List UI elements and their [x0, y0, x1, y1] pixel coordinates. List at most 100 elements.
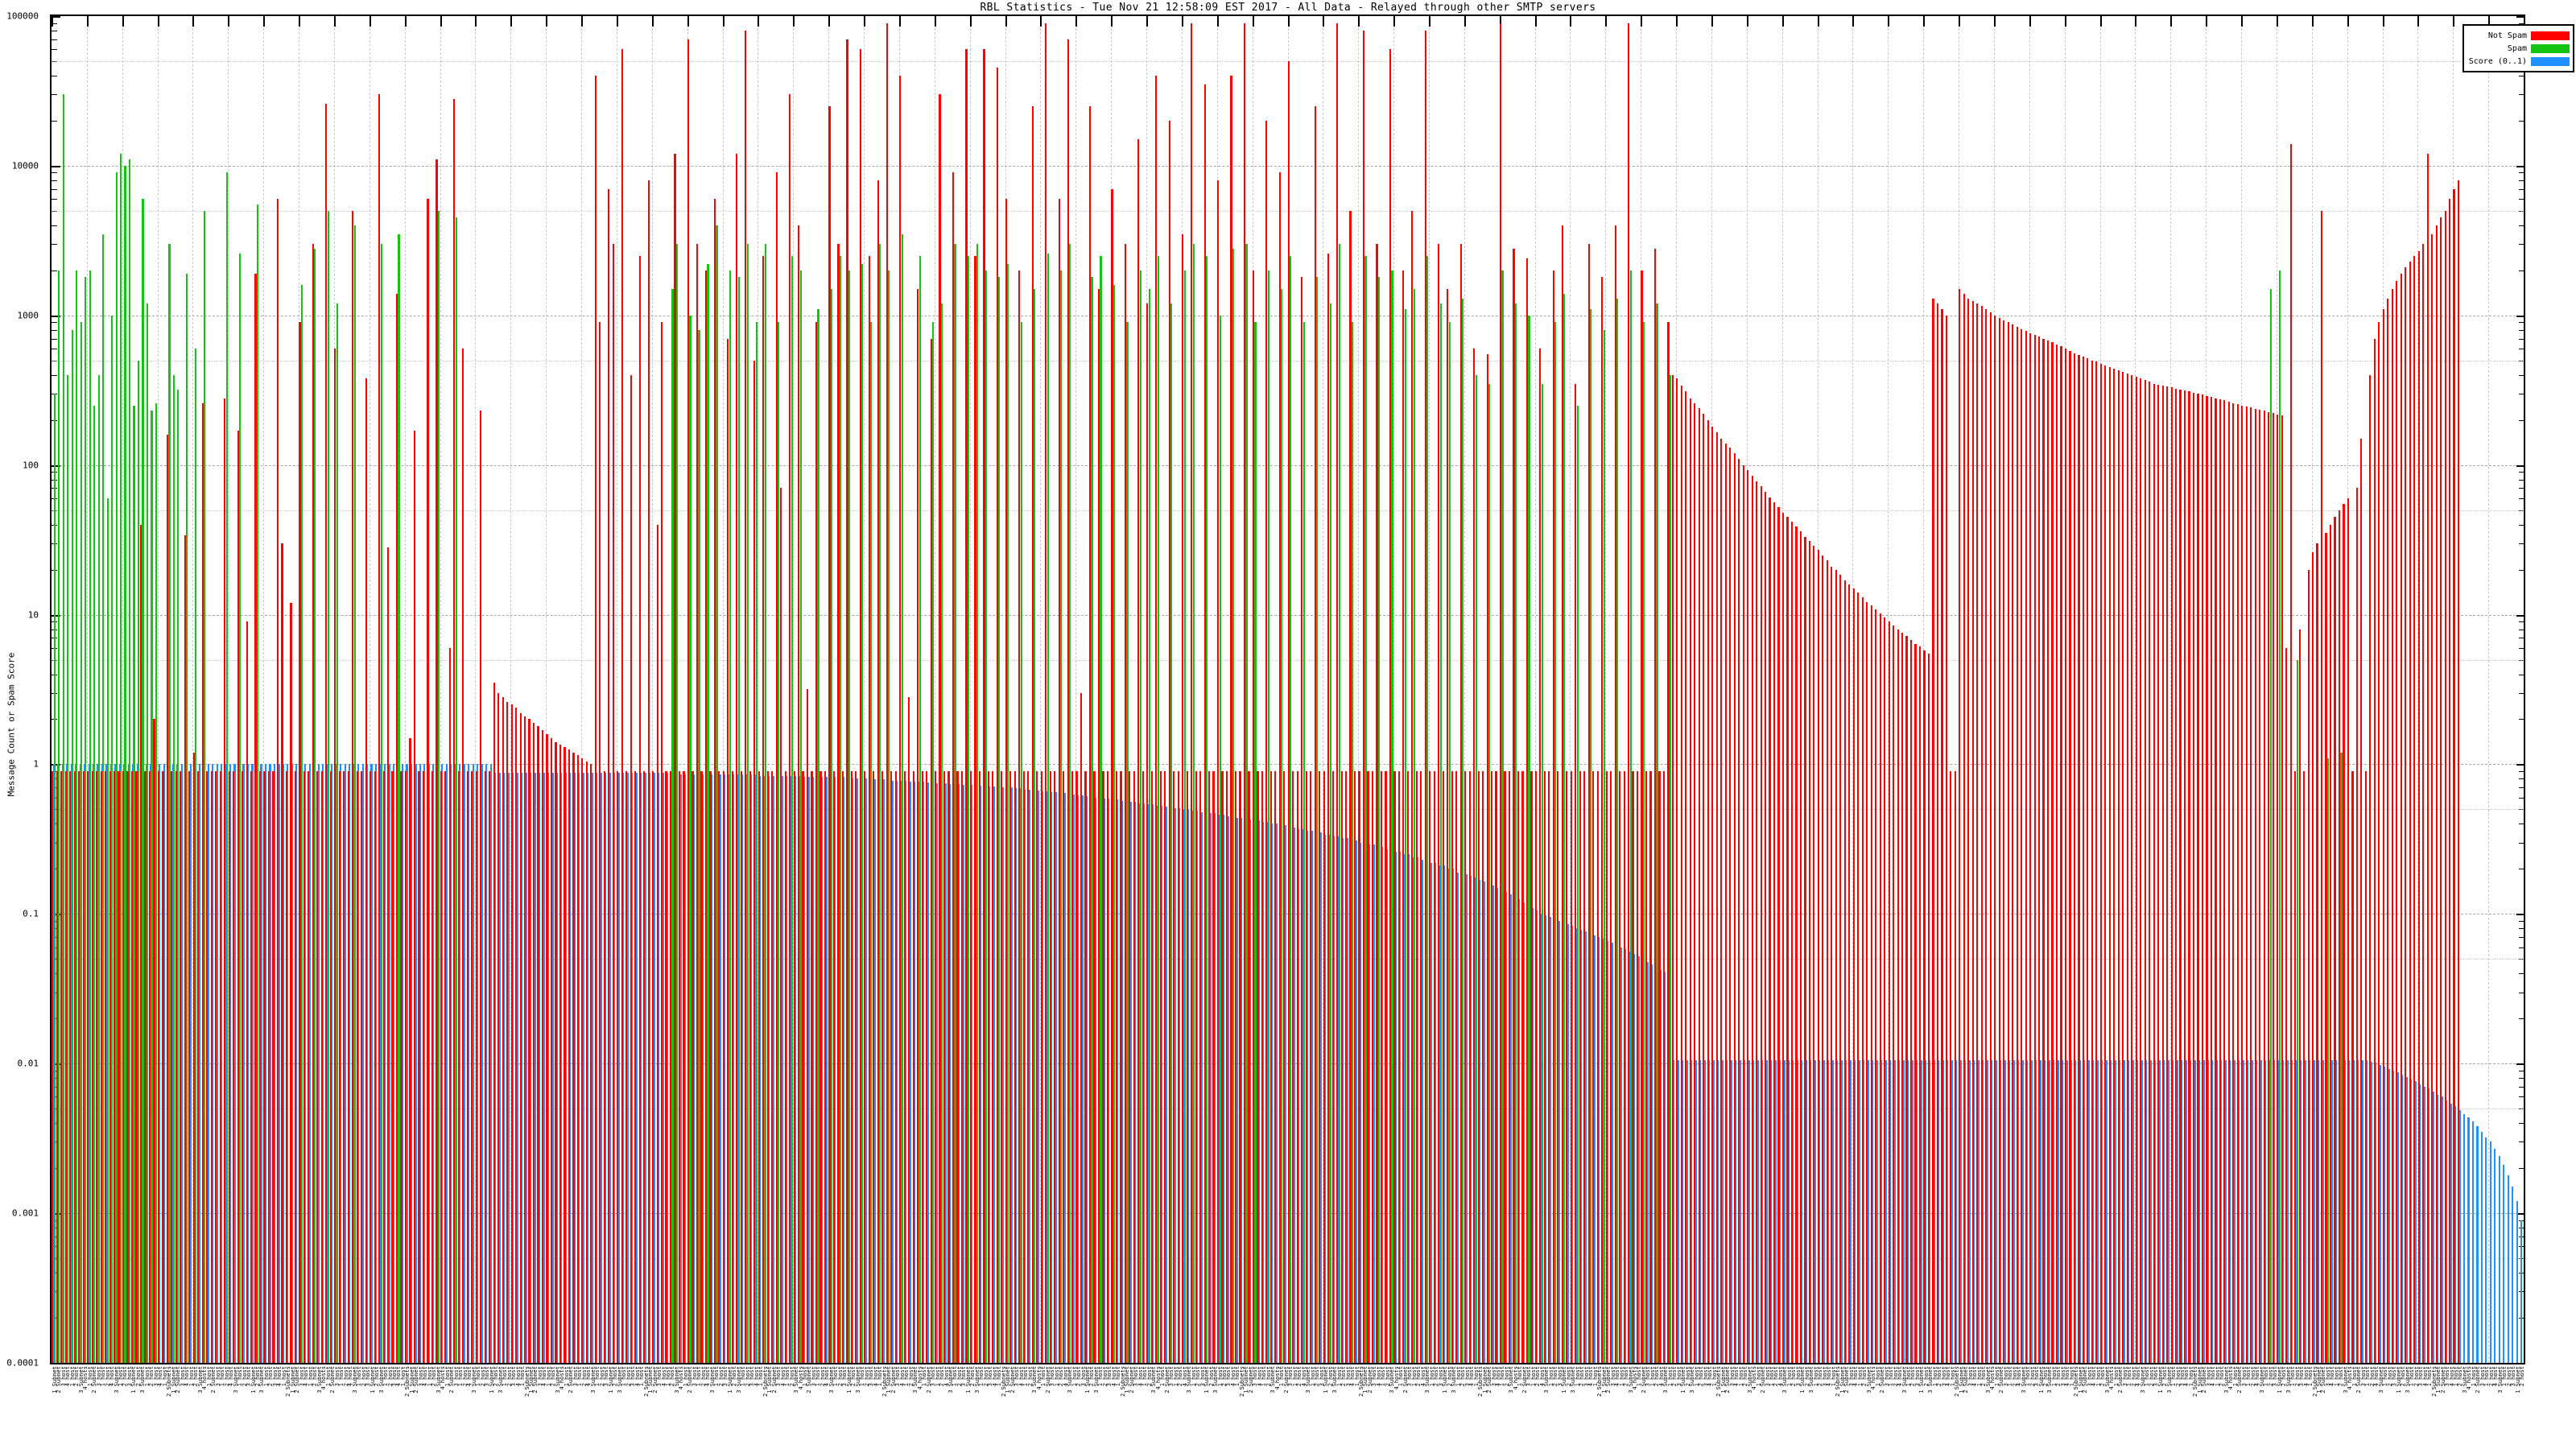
bar-not-spam — [2078, 354, 2080, 1363]
bar-score — [1037, 790, 1039, 1363]
legend-item-score[interactable]: Score (0..1) — [2469, 56, 2570, 67]
x-axis-tick — [546, 16, 548, 27]
y-axis-minor-tick — [52, 120, 57, 122]
y-axis-minor-tick-right — [2519, 920, 2524, 922]
bar-score — [1501, 890, 1503, 1363]
plot-area — [50, 14, 2525, 1364]
bar-score — [2070, 1060, 2072, 1363]
x-axis-tick — [2311, 16, 2314, 27]
bar-score — [282, 764, 284, 1363]
bar-not-spam — [2166, 386, 2169, 1363]
bar-not-spam — [1645, 770, 1648, 1363]
bar-not-spam — [2153, 383, 2155, 1363]
bar-score — [445, 764, 448, 1363]
bar-score — [1081, 795, 1084, 1363]
bar-score — [2242, 1060, 2244, 1363]
bar-not-spam — [1186, 770, 1188, 1363]
bar-score — [2450, 1103, 2452, 1363]
x-axis-tick — [440, 16, 442, 27]
x-axis-tick — [1111, 16, 1113, 27]
bar-not-spam — [2042, 338, 2045, 1363]
bar-score — [2361, 1060, 2363, 1363]
y-axis-tick — [52, 464, 60, 467]
bar-score — [1827, 1060, 1830, 1363]
bar-spam — [839, 255, 842, 1363]
bar-not-spam — [1857, 592, 1860, 1363]
bar-score — [1249, 819, 1251, 1363]
x-axis-tick — [2453, 16, 2455, 27]
bar-score — [1598, 937, 1600, 1363]
bar-not-spam — [2259, 410, 2261, 1363]
bar-not-spam — [969, 770, 972, 1363]
grid-line-vertical — [651, 16, 653, 1363]
bar-not-spam — [1795, 526, 1798, 1363]
bar-not-spam — [1897, 629, 1899, 1363]
bar-not-spam — [1720, 438, 1723, 1363]
y-axis-minor-tick-right — [2519, 497, 2524, 499]
y-axis-tick — [52, 1063, 60, 1066]
bar-score — [2123, 1060, 2125, 1363]
bar-score — [1889, 1060, 1892, 1363]
bar-not-spam — [802, 770, 804, 1363]
bar-score — [1435, 862, 1437, 1363]
bar-score — [2136, 1060, 2139, 1363]
grid-line-vertical — [864, 16, 865, 1363]
y-axis-label: 1000 — [17, 310, 39, 321]
bar-not-spam — [180, 770, 182, 1363]
y-axis-minor-tick-right — [2519, 270, 2524, 271]
bar-score — [2498, 1156, 2500, 1363]
bar-spam — [1281, 289, 1283, 1363]
y-axis-minor-tick-right — [2519, 244, 2524, 246]
bar-score — [1051, 792, 1053, 1363]
y-axis-minor-tick — [52, 172, 57, 174]
bar-not-spam — [1141, 770, 1144, 1363]
legend-item-not-spam[interactable]: Not Spam — [2469, 30, 2570, 41]
bar-score — [2017, 1060, 2020, 1363]
bar-score — [2000, 1060, 2002, 1363]
bar-not-spam — [2405, 266, 2407, 1363]
bar-score — [2410, 1080, 2413, 1363]
bar-not-spam — [1155, 75, 1158, 1363]
bar-score — [216, 764, 218, 1363]
y-axis-minor-tick-right — [2519, 928, 2524, 930]
bar-score — [481, 764, 483, 1363]
bar-not-spam — [1525, 258, 1529, 1363]
bar-score — [1668, 973, 1670, 1363]
bar-not-spam — [2126, 373, 2128, 1363]
bar-score — [2119, 1060, 2121, 1363]
bar-spam — [1170, 303, 1173, 1363]
bar-not-spam — [1438, 244, 1440, 1363]
legend-item-spam[interactable]: Spam — [2469, 43, 2570, 54]
bar-not-spam — [1486, 354, 1488, 1363]
bar-not-spam — [1319, 770, 1321, 1363]
bar-not-spam — [113, 770, 116, 1363]
bar-not-spam — [1168, 120, 1170, 1363]
bar-score — [1783, 1060, 1785, 1363]
bar-spam — [1616, 298, 1619, 1363]
bar-spam — [353, 225, 356, 1363]
bar-score — [340, 764, 342, 1363]
bar-not-spam — [1998, 318, 2000, 1363]
bar-score — [551, 772, 554, 1363]
bar-score — [427, 764, 430, 1363]
bar-score — [2348, 1060, 2351, 1363]
bar-spam — [2326, 758, 2330, 1363]
bar-score — [2454, 1106, 2457, 1363]
y-axis-minor-tick-right — [2519, 322, 2524, 324]
bar-score — [1584, 931, 1587, 1363]
bar-not-spam — [2060, 346, 2062, 1363]
bar-score — [423, 764, 426, 1363]
y-axis-minor-tick-right — [2519, 797, 2524, 799]
bar-not-spam — [1331, 770, 1334, 1363]
bar-spam — [954, 244, 956, 1363]
bar-not-spam — [2183, 390, 2186, 1363]
bar-not-spam — [2236, 404, 2239, 1363]
bar-score — [2251, 1060, 2253, 1363]
x-axis-tick — [969, 16, 972, 27]
bar-score — [441, 764, 444, 1363]
bar-spam — [1046, 253, 1049, 1363]
bar-spam — [85, 277, 87, 1363]
bar-spam — [128, 159, 131, 1363]
grid-line-vertical — [1570, 16, 1571, 1363]
bar-not-spam — [1150, 770, 1153, 1363]
